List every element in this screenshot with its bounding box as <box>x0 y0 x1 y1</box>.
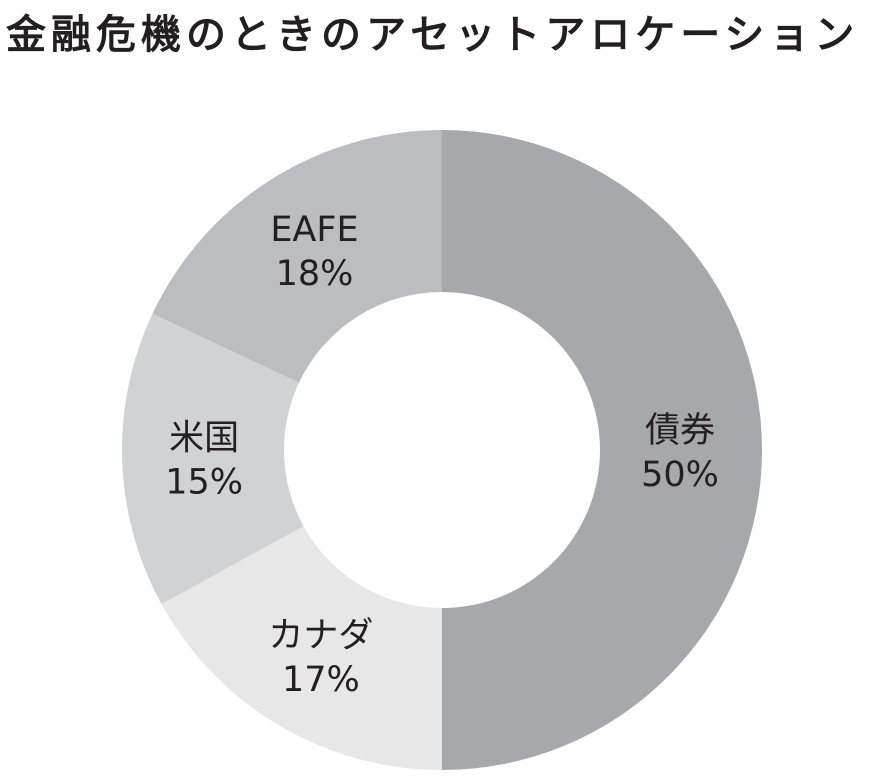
donut-slice-slice-1 <box>442 130 762 770</box>
slice-value-label: 15% <box>165 462 243 502</box>
donut-slices <box>121 130 762 770</box>
slice-value-label: 18% <box>276 254 354 294</box>
slice-value-label: 50% <box>641 455 719 495</box>
slice-category-label: 債券 <box>645 411 715 451</box>
slice-category-label: カナダ <box>268 616 373 656</box>
slice-value-label: 17% <box>282 660 360 700</box>
donut-slice-slice-2 <box>161 526 443 770</box>
slice-category-label: 米国 <box>169 418 239 458</box>
slice-category-label: EAFE <box>270 210 358 250</box>
donut-slice-slice-3 <box>121 313 304 605</box>
chart-title: 金融危機のときのアセットアロケーション <box>6 12 860 58</box>
donut-slice-eafe <box>152 130 443 383</box>
